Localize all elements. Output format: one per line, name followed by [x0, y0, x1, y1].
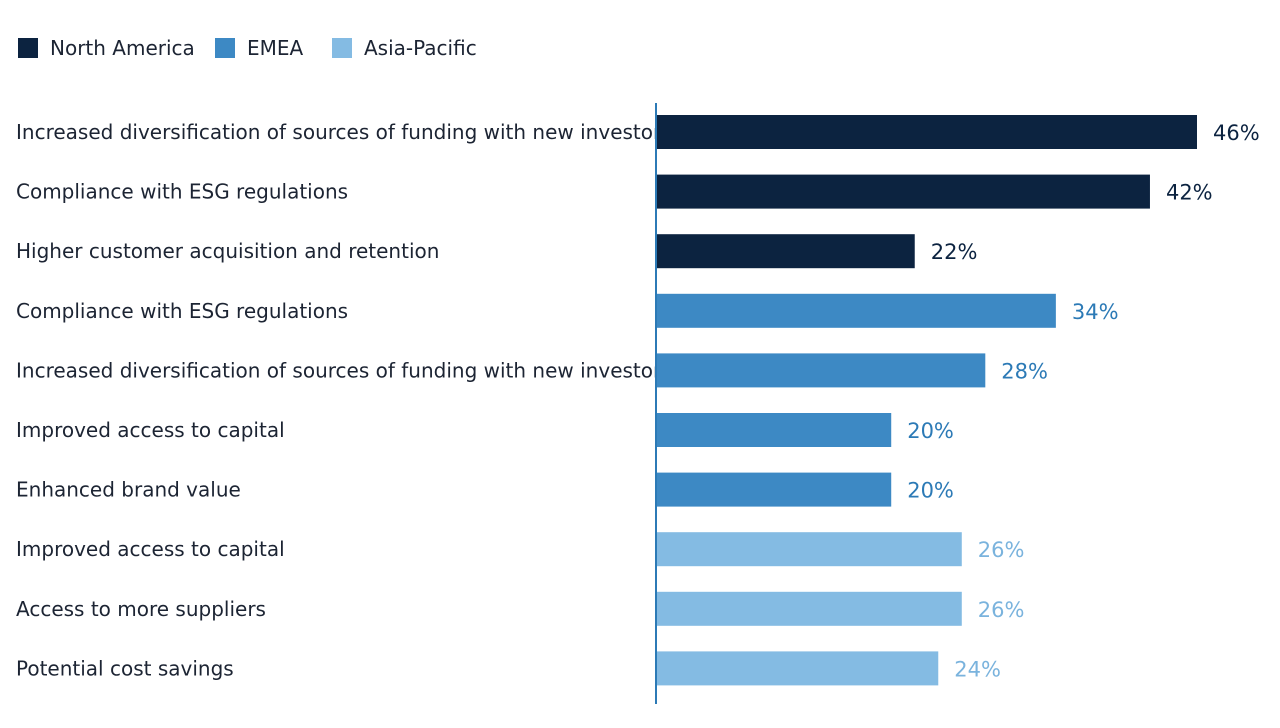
bar-row: Compliance with ESG regulations 34%: [16, 293, 1119, 328]
bar-value-label: 46%: [1213, 121, 1260, 145]
bar-row: Potential cost savings 24%: [16, 651, 1001, 686]
bar-row: Increased diversification of sources of …: [16, 115, 1260, 149]
bar-value-label: 26%: [978, 538, 1025, 562]
bar: [656, 234, 915, 269]
legend-swatch: [18, 38, 38, 58]
chart-rows: Increased diversification of sources of …: [16, 115, 1260, 686]
bar-row: Enhanced brand value 20%: [16, 472, 954, 507]
legend-item: EMEA: [215, 36, 304, 60]
category-label: Increased diversification of sources of …: [16, 358, 672, 382]
bar: [656, 353, 986, 388]
category-label: Higher customer acquisition and retentio…: [16, 239, 439, 263]
legend-item: Asia-Pacific: [332, 36, 477, 60]
category-label: Potential cost savings: [16, 656, 234, 680]
bar-row: Access to more suppliers 26%: [16, 591, 1025, 626]
bar: [656, 115, 1197, 149]
bar: [656, 413, 892, 447]
bar-row: Increased diversification of sources of …: [16, 353, 1048, 388]
bar: [656, 472, 892, 507]
bar-row: Compliance with ESG regulations 42%: [16, 174, 1213, 209]
legend-swatch: [215, 38, 235, 58]
bar: [656, 293, 1056, 328]
legend-label: North America: [50, 36, 195, 60]
category-label: Compliance with ESG regulations: [16, 299, 348, 323]
bar: [656, 591, 962, 626]
category-label: Increased diversification of sources of …: [16, 120, 672, 144]
chart-legend: North America EMEA Asia-Pacific: [18, 36, 477, 60]
bar-value-label: 26%: [978, 598, 1025, 622]
bar-value-label: 22%: [931, 240, 978, 264]
bar: [656, 651, 939, 686]
legend-label: EMEA: [247, 36, 304, 60]
bar-value-label: 24%: [954, 657, 1001, 681]
bar-value-label: 20%: [907, 479, 954, 503]
category-label: Improved access to capital: [16, 418, 285, 442]
bar: [656, 532, 962, 567]
bar-value-label: 20%: [907, 419, 954, 443]
bar: [656, 174, 1150, 209]
legend-label: Asia-Pacific: [364, 36, 477, 60]
bar-row: Improved access to capital 26%: [16, 532, 1025, 567]
bar-row: Higher customer acquisition and retentio…: [16, 234, 978, 269]
bar-value-label: 42%: [1166, 181, 1213, 205]
category-label: Improved access to capital: [16, 537, 285, 561]
category-label: Compliance with ESG regulations: [16, 180, 348, 204]
bar-row: Improved access to capital 20%: [16, 413, 954, 447]
bar-value-label: 28%: [1001, 359, 1048, 383]
category-label: Enhanced brand value: [16, 478, 241, 502]
bar-value-label: 34%: [1072, 300, 1119, 324]
legend-swatch: [332, 38, 352, 58]
category-label: Access to more suppliers: [16, 597, 266, 621]
legend-item: North America: [18, 36, 195, 60]
